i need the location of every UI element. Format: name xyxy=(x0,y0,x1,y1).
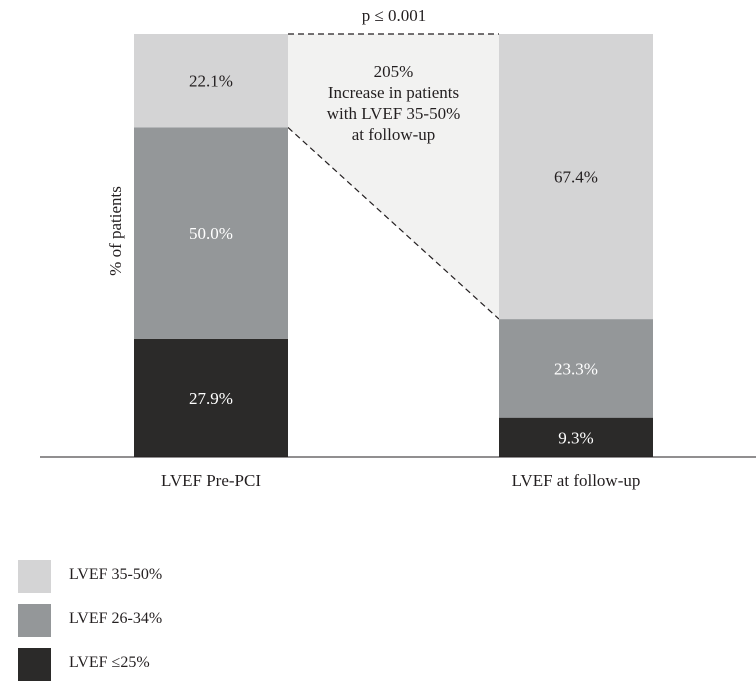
segment-labels: 27.9% 50.0% 22.1% 9.3% 23.3% 67.4% xyxy=(189,72,598,448)
legend-swatch xyxy=(18,560,51,593)
annotation-text-line: Increase in patients xyxy=(328,83,459,102)
bar-segment xyxy=(134,34,288,128)
segment-value-label: 27.9% xyxy=(189,389,233,408)
annotation-area xyxy=(288,34,499,320)
stacked-bar-chart: 27.9% 50.0% 22.1% 9.3% 23.3% 67.4% LVEF Pre-P… xyxy=(40,6,756,490)
legend-swatch xyxy=(18,648,51,681)
p-value-label: p ≤ 0.001 xyxy=(362,6,427,25)
legend-label: LVEF ≤25% xyxy=(69,654,150,671)
segment-value-label: 23.3% xyxy=(554,359,598,378)
segment-value-label: 9.3% xyxy=(558,428,593,447)
category-label: LVEF at follow-up xyxy=(512,471,641,490)
category-labels: LVEF Pre-PCI LVEF at follow-up xyxy=(161,471,640,490)
bar-segment xyxy=(134,338,288,457)
legend-swatch xyxy=(18,604,51,637)
bar-segment xyxy=(499,34,653,320)
annotation-text: 205% Increase in patients with LVEF 35-50%… xyxy=(327,62,461,144)
segment-value-label: 67.4% xyxy=(554,168,598,187)
legend-label: LVEF 26-34% xyxy=(69,610,163,627)
y-axis-label: % of patients xyxy=(106,186,125,276)
bars xyxy=(134,34,653,457)
category-label: LVEF Pre-PCI xyxy=(161,471,261,490)
bar-segment xyxy=(499,319,653,418)
annotation-dashed-line-diagonal xyxy=(287,127,500,320)
legend-label: LVEF 35-50% xyxy=(69,566,163,583)
annotation-text-line: with LVEF 35-50% xyxy=(327,104,461,123)
annotation-text-line: at follow-up xyxy=(352,125,436,144)
segment-value-label: 50.0% xyxy=(189,224,233,243)
segment-value-label: 22.1% xyxy=(189,72,233,91)
bar-segment xyxy=(134,127,288,339)
annotation-text-line: 205% xyxy=(374,62,414,81)
bar-segment xyxy=(499,417,653,457)
annotation-connector xyxy=(287,33,500,320)
